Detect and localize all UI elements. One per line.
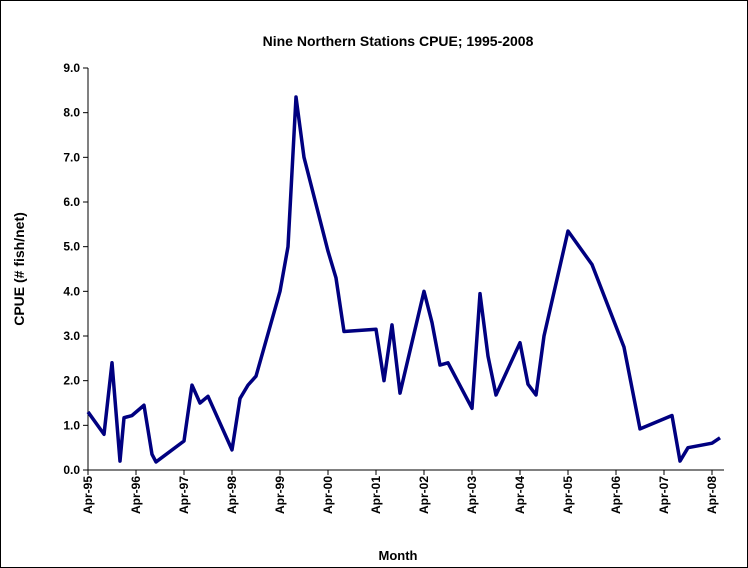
y-tick-label: 2.0	[63, 374, 80, 388]
x-tick-label: Apr-97	[177, 476, 191, 514]
x-tick-label: Apr-06	[609, 476, 623, 514]
x-tick-label: Apr-95	[81, 476, 95, 514]
x-tick-label: Apr-03	[465, 476, 479, 514]
x-tick-label: Apr-02	[417, 476, 431, 514]
x-tick-label: Apr-07	[657, 476, 671, 514]
y-tick-label: 0.0	[63, 463, 80, 477]
chart-title: Nine Northern Stations CPUE; 1995-2008	[263, 33, 534, 49]
y-tick-label: 3.0	[63, 329, 80, 343]
data-line	[86, 95, 721, 464]
y-tick-label: 7.0	[63, 150, 80, 164]
x-tick-label: Apr-08	[705, 476, 719, 514]
x-axis-label: Month	[379, 548, 418, 563]
y-tick-label: 6.0	[63, 195, 80, 209]
y-tick-label: 5.0	[63, 240, 80, 254]
y-axis-label: CPUE (# fish/net)	[11, 212, 27, 326]
y-tick-label: 9.0	[63, 61, 80, 75]
x-tick-label: Apr-99	[273, 476, 287, 514]
x-tick-label: Apr-98	[225, 476, 239, 514]
x-tick-label: Apr-04	[513, 476, 527, 514]
y-tick-label: 1.0	[63, 418, 80, 432]
y-tick-label: 4.0	[63, 284, 80, 298]
y-tick-label: 8.0	[63, 106, 80, 120]
x-tick-label: Apr-00	[321, 476, 335, 514]
x-tick-label: Apr-96	[129, 476, 143, 514]
x-tick-label: Apr-01	[369, 476, 383, 514]
x-tick-label: Apr-05	[561, 476, 575, 514]
